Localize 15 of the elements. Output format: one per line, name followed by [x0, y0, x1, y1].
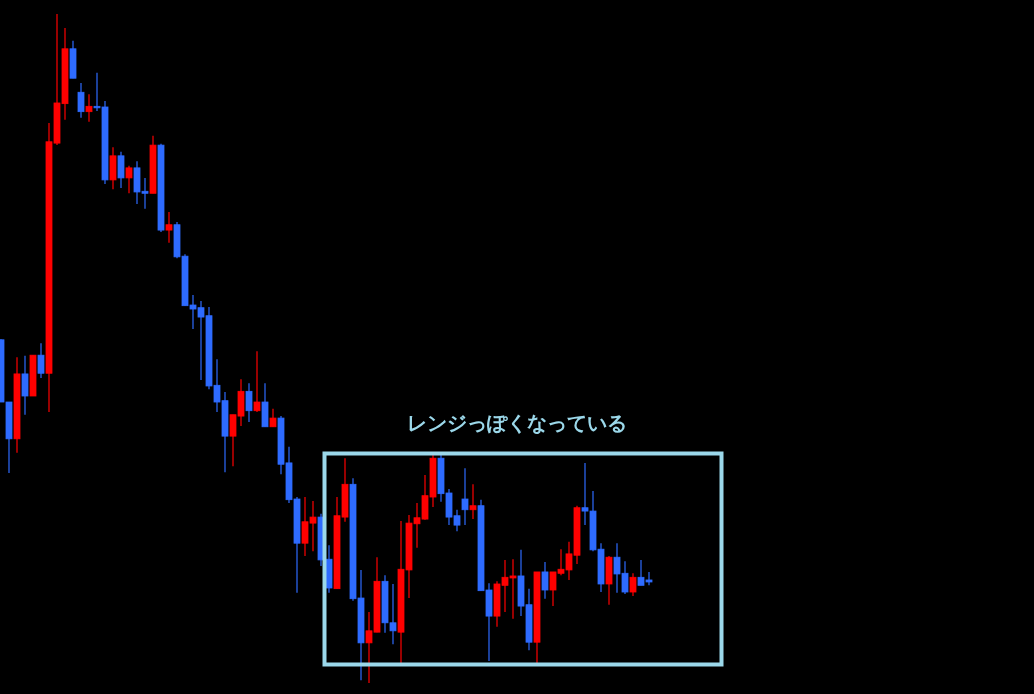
candlestick — [85, 93, 93, 123]
candlestick — [21, 355, 29, 416]
candlestick — [541, 561, 549, 600]
candlestick — [165, 211, 173, 244]
candlestick — [461, 467, 469, 526]
candlestick — [245, 382, 253, 423]
candlestick — [77, 82, 85, 119]
candlestick — [117, 151, 125, 189]
candlestick — [469, 483, 477, 520]
candlestick — [269, 408, 277, 428]
candlestick — [253, 350, 261, 413]
candlestick — [37, 342, 45, 379]
candlestick — [125, 165, 133, 194]
annotation: レンジっぽくなっている — [407, 411, 627, 435]
candlestick — [629, 572, 637, 597]
